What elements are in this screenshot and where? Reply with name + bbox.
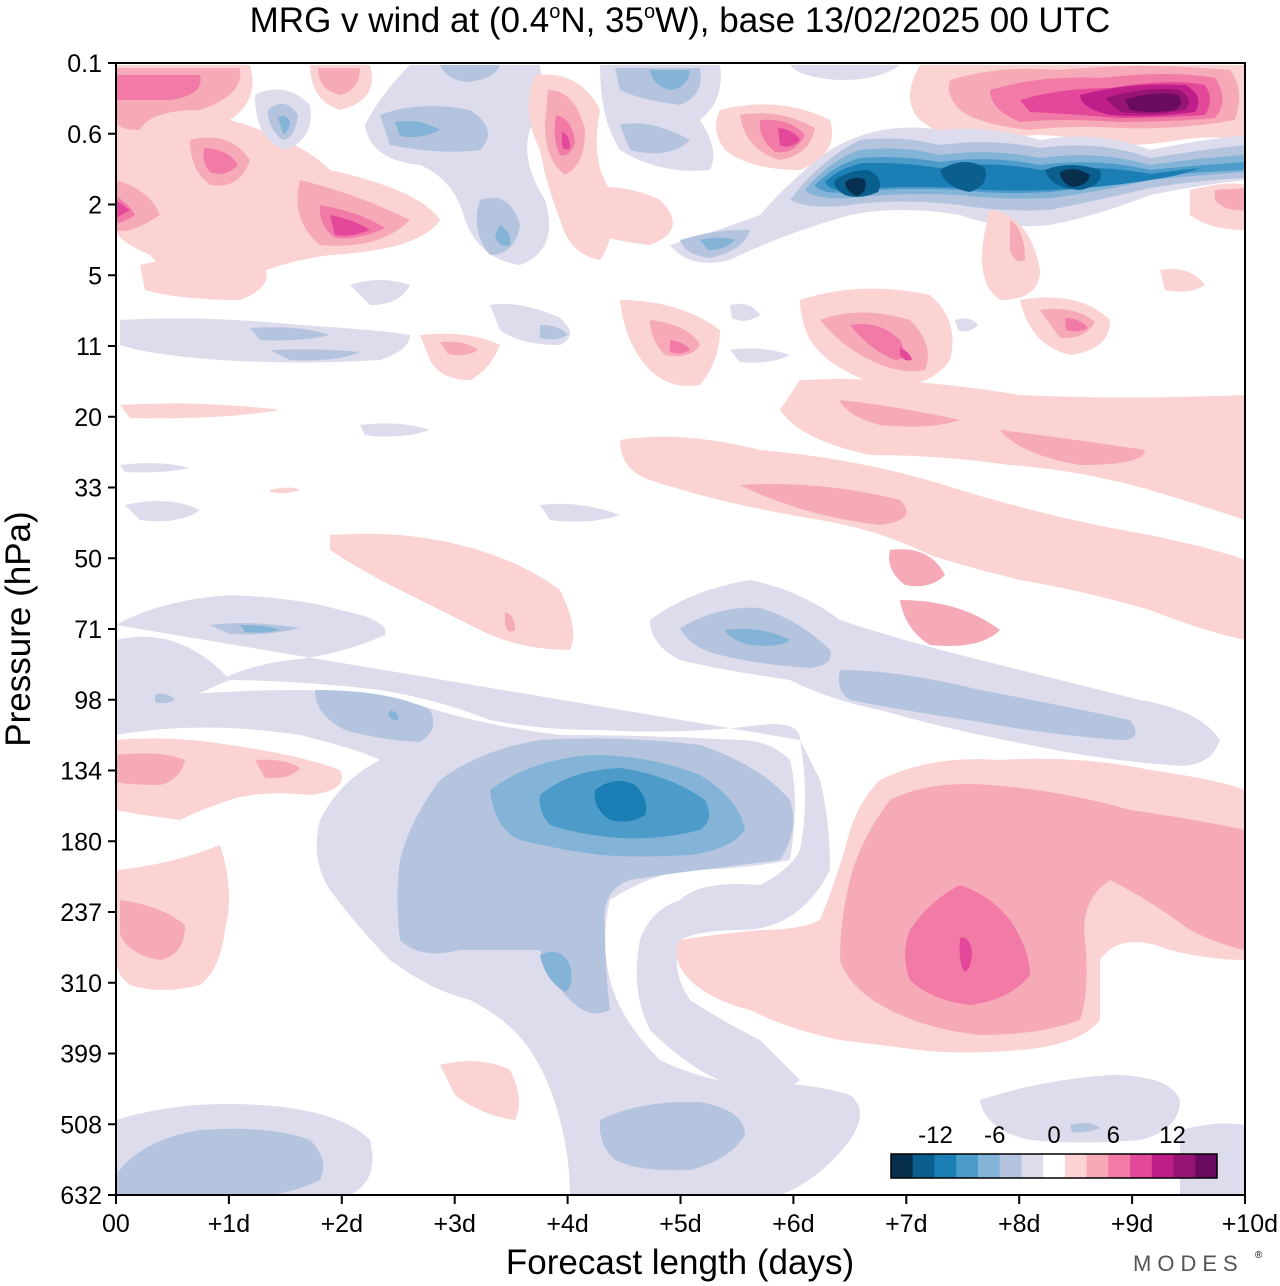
- y-tick-label: 98: [74, 687, 102, 715]
- colorbar-swatch: [912, 1154, 935, 1178]
- contour-region-stratospheric-jet-negative: [670, 127, 1245, 263]
- colorbar-swatch: [1043, 1154, 1066, 1178]
- y-tick-label: 0.6: [67, 121, 102, 149]
- x-tick-label: +6d: [772, 1210, 814, 1238]
- x-tick-label: +5d: [659, 1210, 701, 1238]
- y-axis-label: Pressure (hPa): [0, 511, 38, 746]
- registered-mark: ®: [1255, 1250, 1263, 1261]
- chart-title: MRG v wind at (0.4oN, 35oW), base 13/02/…: [250, 1, 1111, 40]
- colorbar-tick-label: 0: [1047, 1122, 1060, 1149]
- colorbar-swatch: [1064, 1154, 1088, 1178]
- y-tick-label: 2: [88, 192, 102, 220]
- colorbar-swatch: [977, 1154, 1001, 1178]
- colorbar-tick-label: -12: [918, 1122, 953, 1149]
- y-tick-label: 310: [60, 970, 102, 998]
- y-tick-label: 180: [60, 828, 102, 856]
- colorbar-swatch: [956, 1154, 979, 1178]
- y-tick-label: 20: [74, 404, 102, 432]
- contour-region-20-50hpa: [120, 379, 1245, 650]
- colorbar-swatch: [1108, 1154, 1131, 1178]
- colorbar-swatch: [1086, 1154, 1109, 1178]
- colorbar-tick-label: -6: [984, 1122, 1005, 1149]
- colorbar-swatch: [999, 1154, 1022, 1178]
- contour-region-top-left-positive: [116, 65, 440, 290]
- colorbar-swatch: [934, 1154, 957, 1178]
- colorbar-swatch: [1151, 1154, 1175, 1178]
- colorbar-tick-label: 12: [1159, 1122, 1186, 1149]
- degree-symbol: o: [549, 1, 560, 23]
- x-tick-label: 00: [102, 1210, 130, 1238]
- y-axis: 0.1 0.6 2 5 11 20 33 50 71 98 134 180 237 310 399 508 63…: [60, 50, 116, 1210]
- colorbar-swatch: [1173, 1154, 1196, 1178]
- y-tick-label: 5: [88, 262, 102, 290]
- y-tick-label: 237: [60, 899, 102, 927]
- y-tick-label: 11: [76, 333, 102, 361]
- y-tick-label: 508: [60, 1111, 102, 1139]
- contour-region-top-right-positive: [910, 65, 1245, 230]
- y-tick-label: 399: [60, 1041, 102, 1069]
- contour-region-lower-positive: [116, 738, 1245, 1120]
- x-tick-label: +8d: [998, 1210, 1040, 1238]
- contour-field: [116, 65, 1245, 1195]
- colorbar-swatch: [1021, 1154, 1044, 1178]
- x-tick-label: +9d: [1111, 1210, 1153, 1238]
- y-tick-label: 33: [74, 475, 102, 503]
- contour-region-top-negative: [255, 65, 900, 265]
- colorbar: -12 -6 0 6 12: [890, 1122, 1218, 1179]
- colorbar-swatch: [1195, 1154, 1218, 1178]
- x-tick-label: +4d: [546, 1210, 588, 1238]
- contour-region-lower-negative: [116, 580, 1245, 1195]
- colorbar-swatch: [891, 1154, 914, 1178]
- x-axis-label: Forecast length (days): [506, 1243, 854, 1282]
- x-tick-label: +10d: [1222, 1210, 1278, 1238]
- colorbar-frame: [890, 1153, 1218, 1179]
- x-tick-label: +7d: [885, 1210, 927, 1238]
- y-tick-label: 632: [60, 1182, 102, 1210]
- colorbar-tick-label: 6: [1107, 1122, 1120, 1149]
- modes-logo: MODES: [1133, 1251, 1244, 1276]
- y-tick-label: 71: [74, 616, 102, 644]
- x-tick-label: +1d: [208, 1210, 250, 1238]
- x-tick-label: +2d: [321, 1210, 363, 1238]
- x-tick-label: +3d: [433, 1210, 475, 1238]
- y-tick-label: 134: [60, 758, 102, 786]
- y-tick-label: 0.1: [67, 50, 102, 78]
- contour-region-top-middle-positive: [528, 74, 832, 260]
- degree-symbol: o: [644, 1, 655, 23]
- x-axis: 00 +1d +2d +3d +4d +5d +6d +7d +8d +9d +10d: [102, 1195, 1278, 1238]
- y-tick-label: 50: [74, 545, 102, 573]
- colorbar-swatch: [1130, 1154, 1153, 1178]
